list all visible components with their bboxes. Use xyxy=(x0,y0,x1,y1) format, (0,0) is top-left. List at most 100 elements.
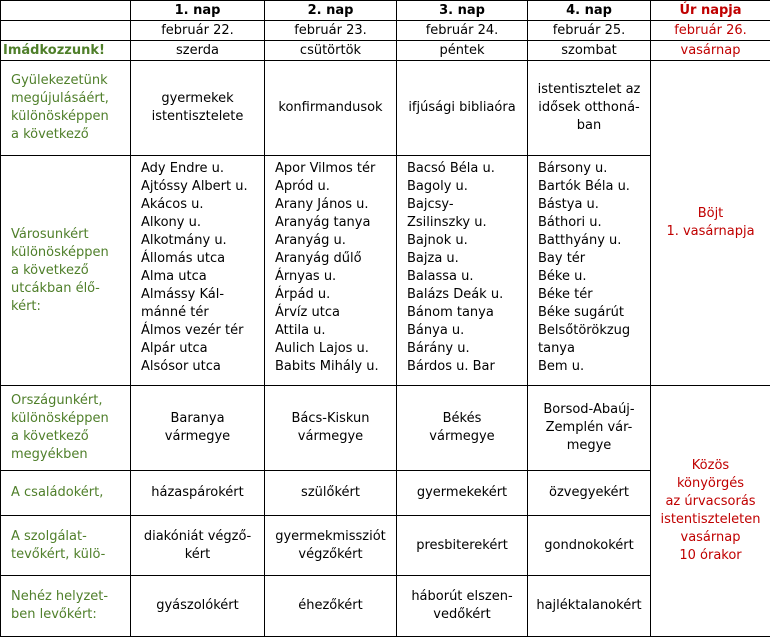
weekday: csütörtök xyxy=(269,42,392,60)
cell-line: Alma utca xyxy=(141,268,260,286)
weekday-cell: csütörtök xyxy=(265,41,397,61)
cell-line: Bem u. xyxy=(538,358,646,376)
prayer-cell: diakóniát végző-kért xyxy=(131,516,265,576)
cell-line: Aranyág tanya xyxy=(275,214,392,232)
weekday-cell: szerda xyxy=(131,41,265,61)
prayer-cell: konfirmandusok xyxy=(265,61,397,156)
prompt: Imádkozzunk! xyxy=(3,42,128,60)
sunday-line: 10 órakor xyxy=(655,547,766,565)
cell-line: házaspárokért xyxy=(135,484,260,502)
cell-line: Alsósor utca xyxy=(141,358,260,376)
cell-line: Báthori u. xyxy=(538,214,646,232)
cell-line: vedőkért xyxy=(401,606,523,624)
cell-line: kért xyxy=(135,546,260,564)
cell-line: Bánya u. xyxy=(407,322,523,340)
cell-line: Bajcsy- xyxy=(407,196,523,214)
date: február 24. xyxy=(401,22,523,40)
row-label-line: a következő xyxy=(11,428,126,446)
cell-line: Állomás utca xyxy=(141,250,260,268)
cell-line: megye xyxy=(532,437,646,455)
row-label-line: A családokért, xyxy=(11,484,126,502)
row-label-line: megújulásáért, xyxy=(11,90,126,108)
cell-line: konfirmandusok xyxy=(269,99,392,117)
sunday-line: Böjt xyxy=(655,205,766,223)
cell-line: Békés xyxy=(401,410,523,428)
prayer-cell: ifjúsági bibliaóra xyxy=(397,61,528,156)
cell-line: gondnokokért xyxy=(532,537,646,555)
cell-line: Bartók Béla u. xyxy=(538,178,646,196)
cell-line: Attila u. xyxy=(275,322,392,340)
cell-line: Béke sugárút xyxy=(538,304,646,322)
cell-line: Árpád u. xyxy=(275,286,392,304)
cell-line: Aulich Lajos u. xyxy=(275,340,392,358)
prayer-cell: Bársony u.Bartók Béla u.Bástya u.Báthori… xyxy=(528,156,651,386)
cell-line: Árnyas u. xyxy=(275,268,392,286)
cell-line: Almássy Kál- xyxy=(141,286,260,304)
cell-line: Béke u. xyxy=(538,268,646,286)
cell-line: özvegyekért xyxy=(532,484,646,502)
cell-line: gyermekekért xyxy=(401,484,523,502)
cell-line: Baranya xyxy=(135,410,260,428)
cell-line: Bárány u. xyxy=(407,340,523,358)
row-label-line: a következő xyxy=(11,262,126,280)
date: február 23. xyxy=(269,22,392,40)
day-cell: 3. nap xyxy=(397,1,528,21)
prayer-cell: Bacsó Béla u.Bagoly u.Bajcsy-Zsilinszky … xyxy=(397,156,528,386)
weekday: szombat xyxy=(532,42,646,60)
cell-line: vármegye xyxy=(135,428,260,446)
cell-line: Borsod-Abaúj- xyxy=(532,401,646,419)
cell-line: Árvíz utca xyxy=(275,304,392,322)
day-name: 2. nap xyxy=(269,2,392,20)
cell-line: Babits Mihály u. xyxy=(275,358,392,376)
cell-line: istentisztelet az xyxy=(532,81,646,99)
prayer-cell: házaspárokért xyxy=(131,471,265,516)
row-label-cell: A családokért, xyxy=(1,471,131,516)
cell-line: gyermekmissziót xyxy=(269,528,392,546)
cell-line: háborút elszen- xyxy=(401,588,523,606)
cell-line: vármegye xyxy=(269,428,392,446)
cell-line: Bajza u. xyxy=(407,250,523,268)
cell-line: Bársony u. xyxy=(538,160,646,178)
cell-line: Batthyány u. xyxy=(538,232,646,250)
day-name: Úr napja xyxy=(655,2,766,20)
prayer-cell: Ady Endre u.Ajtóssy Albert u.Akácos u.Al… xyxy=(131,156,265,386)
prayer-cell: gondnokokért xyxy=(528,516,651,576)
cell-line: szülőkért xyxy=(269,484,392,502)
cell-line: Bagoly u. xyxy=(407,178,523,196)
day-cell: 1. nap xyxy=(131,1,265,21)
cell-line: ban xyxy=(532,117,646,135)
cell-line: Alkotmány u. xyxy=(141,232,260,250)
cell-line: Belsőtörökzug xyxy=(538,322,646,340)
row-label-line: megyékben xyxy=(11,446,126,464)
row-label-line: Országunkért, xyxy=(11,392,126,410)
cell-line: gyermekek xyxy=(135,90,260,108)
cell-line: Ady Endre u. xyxy=(141,160,260,178)
day-cell: Úr napja xyxy=(651,1,770,21)
cell-line: vármegye xyxy=(401,428,523,446)
cell-line: Bástya u. xyxy=(538,196,646,214)
prayer-cell: presbiterekért xyxy=(397,516,528,576)
cell-line: Aranyág u. xyxy=(275,232,392,250)
sunday-line: az úrvacsorás xyxy=(655,493,766,511)
weekday-cell: vasárnap xyxy=(651,41,770,61)
date: február 22. xyxy=(135,22,260,40)
row-label-line: kért: xyxy=(11,298,126,316)
cell-line: Arany János u. xyxy=(275,196,392,214)
cell-line: gyászolókért xyxy=(135,597,260,615)
row-label-line: tevőkért, külö- xyxy=(11,546,126,564)
date: február 25. xyxy=(532,22,646,40)
row-label-cell: Nehéz helyzet-ben levőkért: xyxy=(1,576,131,637)
row-label-line: ben levőkért: xyxy=(11,606,126,624)
cell-line: ifjúsági bibliaóra xyxy=(401,99,523,117)
prayer-cell: szülőkért xyxy=(265,471,397,516)
row-label-line: a következő xyxy=(11,126,126,144)
